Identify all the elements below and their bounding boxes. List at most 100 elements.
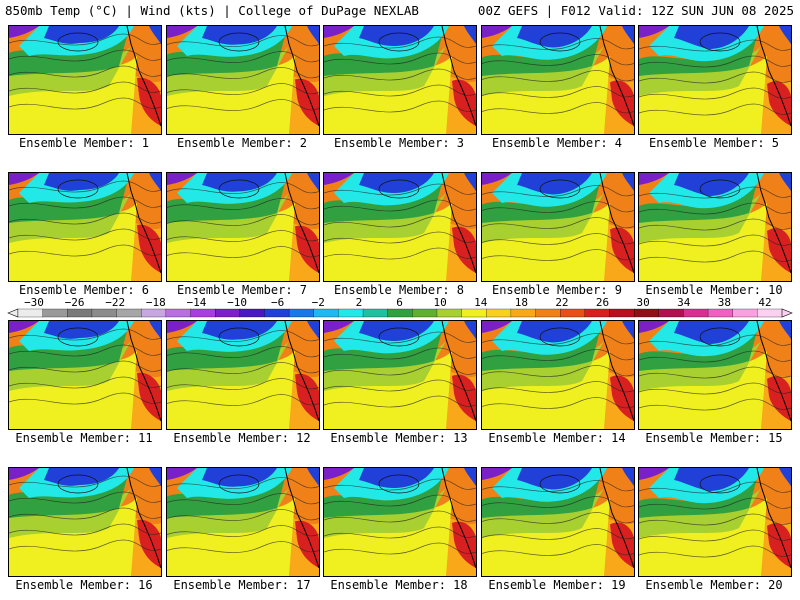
colorbar-segment — [683, 308, 709, 318]
ensemble-member-label: Ensemble Member: 14 — [488, 431, 626, 445]
ensemble-member-label: Ensemble Member: 7 — [176, 283, 308, 297]
colorbar-segment — [362, 308, 389, 318]
ensemble-member-map — [638, 320, 792, 430]
ensemble-member-label: Ensemble Member: 11 — [15, 431, 153, 445]
colorbar-segment — [215, 308, 241, 318]
colorbar-tick-label: 2 — [356, 296, 363, 309]
ensemble-member-label: Ensemble Member: 1 — [18, 136, 150, 150]
colorbar-tick-label: 26 — [596, 296, 609, 309]
colorbar-segment — [535, 308, 561, 318]
temperature-map — [324, 468, 476, 576]
ensemble-member-label: Ensemble Member: 13 — [330, 431, 468, 445]
colorbar-segment — [584, 308, 610, 318]
colorbar-segment — [67, 308, 93, 318]
colorbar-segment — [338, 308, 364, 318]
ensemble-member-map — [481, 172, 635, 282]
temperature-map — [482, 321, 634, 429]
colorbar-segment — [264, 308, 290, 318]
colorbar-segment — [732, 308, 758, 318]
chart-title: 850mb Temp (°C) | Wind (kts) | College o… — [5, 3, 419, 18]
colorbar-segment — [91, 308, 118, 318]
temperature-colorbar: −30 −26 −22 −18 −14 −10 −6 −2 2 6 10 14 18 22 26 30 34 38… — [7, 296, 793, 318]
temperature-map — [639, 26, 791, 134]
colorbar-segment — [313, 308, 339, 318]
colorbar-segment — [461, 308, 487, 318]
ensemble-member-map — [323, 25, 477, 135]
ensemble-member-map — [8, 467, 162, 577]
ensemble-member-label: Ensemble Member: 9 — [491, 283, 623, 297]
colorbar-tick-label: 42 — [758, 296, 771, 309]
ensemble-member-label: Ensemble Member: 2 — [176, 136, 308, 150]
colorbar-segment — [17, 308, 44, 318]
ensemble-member-map — [8, 172, 162, 282]
ensemble-member-map — [8, 320, 162, 430]
temperature-map — [9, 321, 161, 429]
ensemble-member-map — [638, 467, 792, 577]
ensemble-member-label: Ensemble Member: 12 — [173, 431, 311, 445]
ensemble-member-label: Ensemble Member: 8 — [333, 283, 465, 297]
temperature-map — [482, 468, 634, 576]
ensemble-member-label: Ensemble Member: 16 — [15, 578, 153, 592]
ensemble-member-map — [166, 172, 320, 282]
colorbar-segment — [412, 308, 438, 318]
colorbar-segment — [436, 308, 463, 318]
colorbar-tick-label: −26 — [65, 296, 85, 309]
colorbar-segment — [42, 308, 68, 318]
colorbar-tick-label: −22 — [105, 296, 125, 309]
colorbar-tick-label: −14 — [187, 296, 207, 309]
ensemble-member-label: Ensemble Member: 5 — [648, 136, 780, 150]
temperature-map — [167, 173, 319, 281]
ensemble-member-label: Ensemble Member: 3 — [333, 136, 465, 150]
colorbar-segment — [165, 308, 191, 318]
ensemble-member-map — [638, 172, 792, 282]
temperature-map — [167, 26, 319, 134]
temperature-map — [167, 321, 319, 429]
colorbar-tick-label: 30 — [637, 296, 650, 309]
temperature-map — [639, 321, 791, 429]
ensemble-member-label: Ensemble Member: 17 — [173, 578, 311, 592]
colorbar-segment — [486, 308, 512, 318]
temperature-map — [9, 468, 161, 576]
temperature-map — [324, 321, 476, 429]
colorbar-segment — [609, 308, 635, 318]
colorbar-tick-label: −6 — [271, 296, 284, 309]
colorbar-segment — [387, 308, 413, 318]
colorbar-segment — [633, 308, 660, 318]
temperature-map — [324, 26, 476, 134]
temperature-map — [9, 173, 161, 281]
colorbar-segment — [239, 308, 265, 318]
colorbar-tick-label: −2 — [312, 296, 325, 309]
colorbar-segment — [141, 308, 167, 318]
colorbar-segment — [116, 308, 142, 318]
colorbar-right-arrow — [781, 308, 793, 318]
colorbar-tick-label: −18 — [146, 296, 166, 309]
temperature-map — [482, 173, 634, 281]
colorbar-tick-label: 38 — [718, 296, 731, 309]
ensemble-member-label: Ensemble Member: 4 — [491, 136, 623, 150]
ensemble-member-map — [8, 25, 162, 135]
ensemble-member-map — [323, 320, 477, 430]
ensemble-member-map — [166, 467, 320, 577]
colorbar-tick-label: 10 — [433, 296, 446, 309]
ensemble-member-map — [481, 467, 635, 577]
ensemble-member-label: Ensemble Member: 20 — [645, 578, 783, 592]
colorbar-tick-label: 22 — [555, 296, 568, 309]
ensemble-member-label: Ensemble Member: 10 — [645, 283, 783, 297]
colorbar-tick-label: −30 — [24, 296, 44, 309]
ensemble-member-map — [323, 467, 477, 577]
colorbar-tick-label: 14 — [474, 296, 488, 309]
ensemble-member-map — [481, 320, 635, 430]
ensemble-member-label: Ensemble Member: 6 — [18, 283, 150, 297]
temperature-map — [9, 26, 161, 134]
temperature-map — [167, 468, 319, 576]
colorbar-segment — [288, 308, 315, 318]
temperature-map — [482, 26, 634, 134]
ensemble-member-label: Ensemble Member: 18 — [330, 578, 468, 592]
colorbar-segment — [510, 308, 536, 318]
colorbar-segment — [757, 308, 783, 318]
ensemble-member-map — [323, 172, 477, 282]
temperature-map — [639, 173, 791, 281]
ensemble-member-map — [481, 25, 635, 135]
ensemble-member-map — [166, 25, 320, 135]
ensemble-member-label: Ensemble Member: 19 — [488, 578, 626, 592]
